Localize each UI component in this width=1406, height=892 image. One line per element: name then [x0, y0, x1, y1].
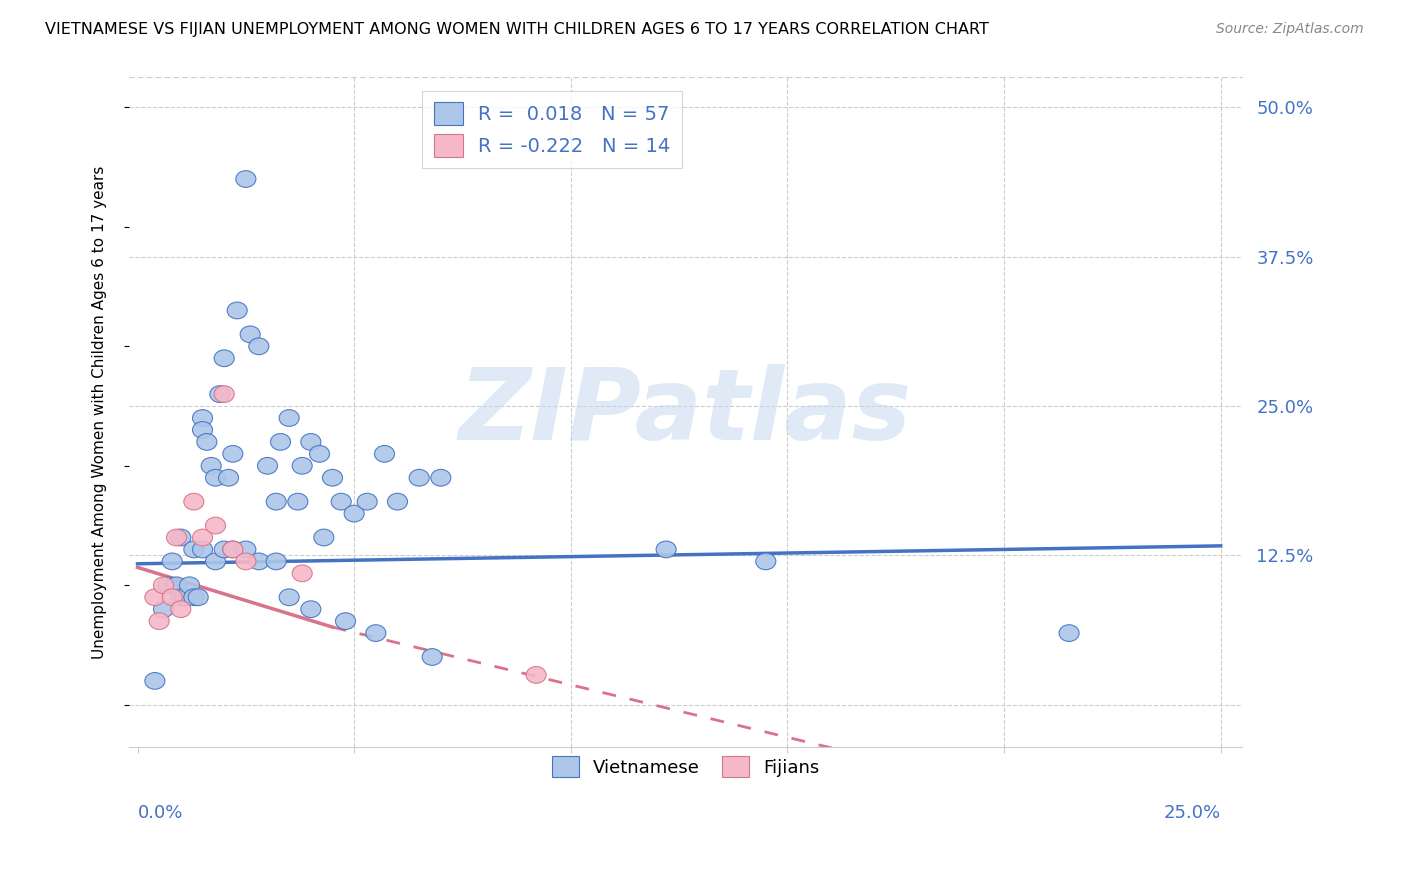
- Ellipse shape: [336, 613, 356, 630]
- Ellipse shape: [526, 666, 546, 683]
- Ellipse shape: [222, 541, 243, 558]
- Text: Source: ZipAtlas.com: Source: ZipAtlas.com: [1216, 22, 1364, 37]
- Ellipse shape: [236, 553, 256, 570]
- Ellipse shape: [214, 541, 235, 558]
- Ellipse shape: [214, 385, 235, 402]
- Ellipse shape: [301, 601, 321, 617]
- Ellipse shape: [322, 469, 343, 486]
- Ellipse shape: [409, 469, 429, 486]
- Ellipse shape: [249, 338, 269, 355]
- Ellipse shape: [374, 445, 395, 462]
- Ellipse shape: [172, 601, 191, 617]
- Ellipse shape: [280, 409, 299, 426]
- Ellipse shape: [222, 541, 243, 558]
- Ellipse shape: [357, 493, 377, 510]
- Ellipse shape: [257, 458, 277, 475]
- Ellipse shape: [166, 529, 187, 546]
- Ellipse shape: [145, 673, 165, 690]
- Ellipse shape: [214, 350, 235, 367]
- Ellipse shape: [188, 589, 208, 606]
- Ellipse shape: [657, 541, 676, 558]
- Ellipse shape: [222, 445, 243, 462]
- Ellipse shape: [756, 553, 776, 570]
- Ellipse shape: [162, 589, 183, 606]
- Ellipse shape: [157, 577, 179, 594]
- Ellipse shape: [149, 613, 169, 630]
- Ellipse shape: [344, 505, 364, 522]
- Ellipse shape: [228, 302, 247, 318]
- Ellipse shape: [153, 601, 173, 617]
- Ellipse shape: [166, 577, 187, 594]
- Ellipse shape: [209, 385, 229, 402]
- Ellipse shape: [314, 529, 333, 546]
- Ellipse shape: [249, 553, 269, 570]
- Ellipse shape: [153, 577, 173, 594]
- Ellipse shape: [309, 445, 329, 462]
- Ellipse shape: [332, 493, 352, 510]
- Ellipse shape: [205, 517, 225, 534]
- Ellipse shape: [236, 541, 256, 558]
- Ellipse shape: [1059, 624, 1080, 641]
- Ellipse shape: [430, 469, 451, 486]
- Ellipse shape: [422, 648, 441, 665]
- Ellipse shape: [172, 589, 191, 606]
- Ellipse shape: [162, 553, 183, 570]
- Y-axis label: Unemployment Among Women with Children Ages 6 to 17 years: Unemployment Among Women with Children A…: [93, 165, 107, 658]
- Ellipse shape: [301, 434, 321, 450]
- Ellipse shape: [193, 529, 212, 546]
- Ellipse shape: [288, 493, 308, 510]
- Ellipse shape: [205, 469, 225, 486]
- Ellipse shape: [388, 493, 408, 510]
- Text: ZIPatlas: ZIPatlas: [460, 364, 912, 460]
- Ellipse shape: [201, 458, 221, 475]
- Ellipse shape: [292, 565, 312, 582]
- Ellipse shape: [193, 541, 212, 558]
- Ellipse shape: [292, 458, 312, 475]
- Ellipse shape: [193, 422, 212, 438]
- Ellipse shape: [266, 493, 287, 510]
- Ellipse shape: [236, 170, 256, 187]
- Ellipse shape: [205, 553, 225, 570]
- Ellipse shape: [366, 624, 385, 641]
- Ellipse shape: [197, 434, 217, 450]
- Ellipse shape: [193, 409, 212, 426]
- Ellipse shape: [218, 469, 239, 486]
- Text: 0.0%: 0.0%: [138, 804, 183, 822]
- Ellipse shape: [184, 589, 204, 606]
- Legend: Vietnamese, Fijians: Vietnamese, Fijians: [544, 749, 827, 784]
- Ellipse shape: [240, 326, 260, 343]
- Ellipse shape: [266, 553, 287, 570]
- Ellipse shape: [145, 589, 165, 606]
- Ellipse shape: [280, 589, 299, 606]
- Text: 25.0%: 25.0%: [1164, 804, 1220, 822]
- Ellipse shape: [184, 541, 204, 558]
- Text: VIETNAMESE VS FIJIAN UNEMPLOYMENT AMONG WOMEN WITH CHILDREN AGES 6 TO 17 YEARS C: VIETNAMESE VS FIJIAN UNEMPLOYMENT AMONG …: [45, 22, 988, 37]
- Ellipse shape: [172, 529, 191, 546]
- Ellipse shape: [184, 493, 204, 510]
- Ellipse shape: [176, 589, 195, 606]
- Ellipse shape: [270, 434, 291, 450]
- Ellipse shape: [180, 577, 200, 594]
